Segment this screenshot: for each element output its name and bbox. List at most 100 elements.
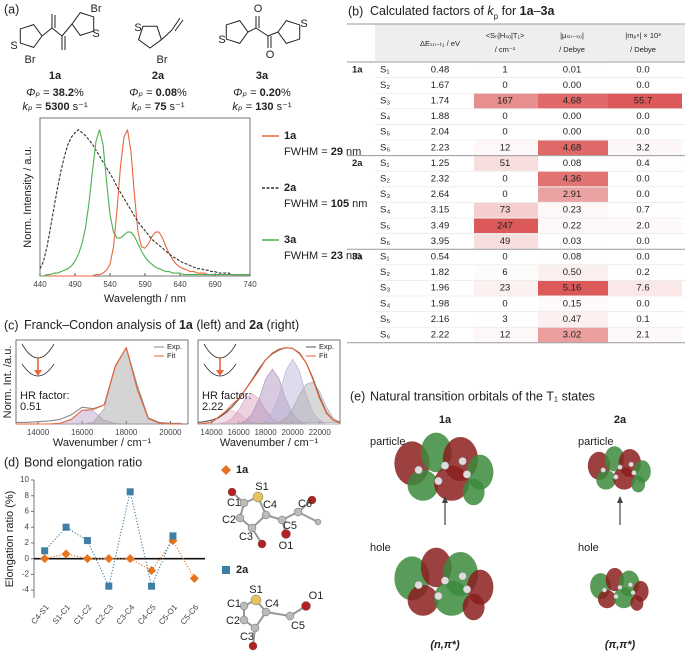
atom [440,461,450,470]
atom-label: S [134,22,141,34]
compound-label-part: 3a [256,70,269,82]
atom [462,470,472,479]
state-label: S₁ [380,158,390,169]
rate-constant-part: 75 [154,101,166,113]
state-label: S₂ [380,174,390,185]
bond [61,23,73,37]
legend-fwhm-part: 29 [331,146,343,158]
rate-constant-part: s⁻¹ [70,101,88,113]
cell-value: 0.0 [636,252,649,263]
series-line [16,347,182,425]
panel-title-part: 1a [179,318,194,332]
cell-value: 2.32 [431,174,450,185]
quantum-yield: Φₚ = 38.2% [26,87,84,99]
state-label: S₆ [380,236,390,247]
cell-value: 0.00 [563,111,582,122]
rate-constant: kₚ = 5300 s⁻¹ [22,101,88,113]
cell-value: 55.7 [634,96,653,107]
rate-constant: kₚ = 75 s⁻¹ [131,101,184,113]
atom-label: C3 [240,631,254,643]
cell-value: 4.68 [563,96,582,107]
state-label: S₆ [380,330,390,341]
cell-value: 49 [500,236,511,247]
legend-fwhm-part: nm [349,198,367,210]
bond [255,27,269,37]
column-header: / Debye [630,45,656,54]
panel-title: Bond elongation ratio [24,455,142,469]
x-tick-label: 640 [173,280,187,289]
rate-constant-part: 130 [255,101,273,113]
cell-value: 0.48 [431,64,450,75]
atom [440,576,450,585]
atom [414,580,423,590]
panel-label: (e) [350,389,365,403]
column-header: |μₛₙ₋ₛ₀| [560,31,584,40]
atom-label: S1 [249,584,262,596]
atom-label: S [10,40,17,52]
x-tick-label: C5-C6 [179,602,201,626]
ring [19,23,43,49]
atom [301,601,311,611]
orbital-label: particle [370,436,405,448]
y-tick-label: 4 [25,522,30,531]
state-label: S₂ [380,267,390,278]
ring [225,19,249,45]
cell-shade [538,93,608,109]
transition-character: (n,π*) [430,639,460,651]
arrow-head [216,370,224,376]
cell-shade [474,93,538,109]
x-tick-label: S1-C1 [51,602,73,626]
quantum-yield-part: % [74,87,84,99]
marker [126,488,134,496]
legend-label: 2a [236,564,249,576]
cell-value: 2.16 [431,314,450,325]
legend-label: 2a [284,182,297,194]
x-tick-label: 22000 [309,428,332,437]
cell-value: 0.1 [636,314,649,325]
atom [434,591,443,601]
x-tick-label: 18000 [115,428,138,437]
series-line [197,347,341,425]
cell-value: 247 [497,220,513,231]
atom [250,623,260,633]
marker [147,565,157,575]
arrow-head [34,370,42,376]
atom [613,594,619,599]
atom [458,572,467,581]
x-tick-label: 18000 [254,428,277,437]
x-tick-label: 20000 [159,428,182,437]
cell-value: 0.0 [636,298,649,309]
atom-label: S [92,28,99,40]
state-label: S₁ [380,252,390,263]
atom [630,590,636,596]
transition-character: (π,π*) [605,639,636,651]
cell-shade [538,140,608,156]
cell-value: 73 [500,205,511,216]
marker [62,523,70,531]
column-label: 2a [614,414,627,426]
orbital-label: particle [578,436,613,448]
legend-label: Fit [319,351,328,360]
cell-value: 0 [502,174,507,185]
quantum-yield: Φₚ = 0.20% [233,87,291,99]
state-label: S₅ [380,314,390,325]
state-label: S₃ [380,189,390,200]
marker [83,537,91,545]
atom-label: C2 [222,514,236,526]
cell-value: 3 [502,314,507,325]
cell-shade [538,327,608,343]
atom [600,467,606,473]
orbital-lobe [630,595,644,611]
x-tick-label: 440 [33,280,47,289]
x-tick-label: 16000 [71,428,94,437]
orbital-label: hole [370,542,391,554]
cell-value: 3.02 [563,330,582,341]
hr-value: 2.22 [202,401,223,413]
y-tick-label: 8 [25,491,30,500]
atom [628,461,634,468]
legend-label-part: 2a [284,182,297,194]
panel-title-part: p [494,12,499,21]
cell-value: 0.00 [563,80,582,91]
state-label: S₃ [380,96,390,107]
